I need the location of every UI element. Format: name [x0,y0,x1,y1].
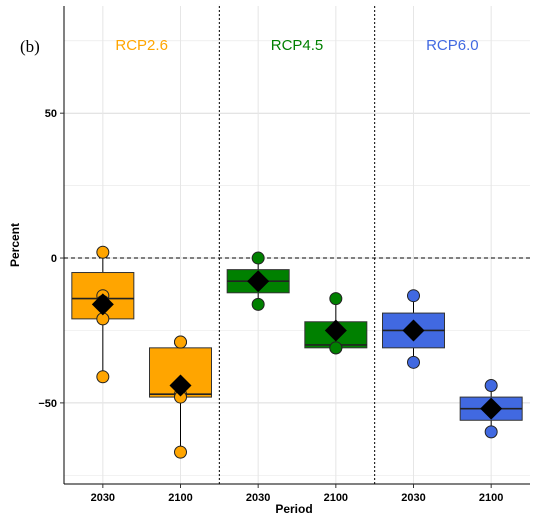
y-tick-label: 50 [45,108,57,120]
group-dividers [218,6,376,484]
group-label: RCP6.0 [426,37,479,54]
data-point [174,335,187,349]
mean-diamond [324,319,347,342]
point-layer [91,245,503,459]
data-point [329,292,343,306]
data-point [251,251,265,265]
data-point [407,289,420,303]
box-layer [71,252,523,453]
mean-diamond [480,397,503,420]
x-axis-title: Period [275,502,312,516]
data-point [96,245,110,259]
x-tick-label: 2030 [246,492,270,504]
axis-layer [63,6,530,485]
y-tick-label: −50 [38,398,57,410]
mean-diamond [247,270,270,293]
data-point [484,425,498,439]
data-point [251,297,265,311]
data-point [174,445,187,459]
data-point [329,341,343,355]
x-tick-label: 2030 [401,492,425,504]
x-tick-label: 2100 [324,492,348,504]
y-tick-label: 0 [51,253,57,265]
data-point [484,379,498,393]
data-point [407,355,420,369]
data-point [96,370,110,384]
y-axis-title: Percent [8,223,22,267]
x-tick-label: 2100 [479,492,503,504]
group-label: RCP2.6 [115,37,168,54]
x-tick-label: 2100 [168,492,192,504]
x-tick-label: 2030 [91,492,115,504]
group-label: RCP4.5 [271,37,324,54]
mean-diamond [169,374,192,397]
panel-tag: (b) [20,37,40,56]
label-layer: 2030 2100 RCP2.6 2030 2100 RCP4.5 2030 2100 RCP6… [38,37,503,504]
mean-diamond [402,319,425,342]
mean-diamond [91,293,114,316]
